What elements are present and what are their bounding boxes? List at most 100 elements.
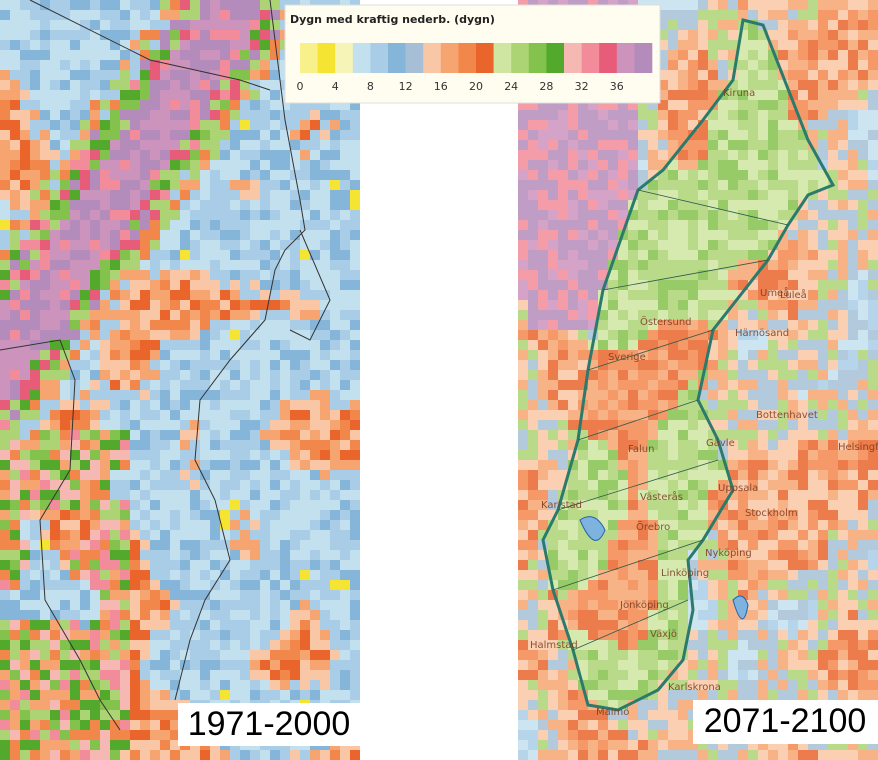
map-cell xyxy=(838,580,848,590)
map-cell xyxy=(50,590,60,600)
map-cell xyxy=(110,120,120,130)
map-cell xyxy=(628,140,638,150)
map-cell xyxy=(608,220,618,230)
map-cell xyxy=(738,260,748,270)
map-cell xyxy=(100,580,110,590)
map-cell xyxy=(110,190,120,200)
map-cell xyxy=(698,10,708,20)
map-cell xyxy=(688,120,698,130)
map-cell xyxy=(120,290,130,300)
map-cell xyxy=(868,390,878,400)
map-cell xyxy=(200,540,210,550)
map-cell xyxy=(788,330,798,340)
map-cell xyxy=(290,320,300,330)
map-cell xyxy=(0,720,10,730)
map-cell xyxy=(828,220,838,230)
map-cell xyxy=(718,510,728,520)
map-cell xyxy=(180,370,190,380)
map-cell xyxy=(798,360,808,370)
map-cell xyxy=(778,60,788,70)
map-cell xyxy=(688,160,698,170)
map-cell xyxy=(0,250,10,260)
map-cell xyxy=(280,580,290,590)
map-cell xyxy=(818,540,828,550)
map-cell xyxy=(120,40,130,50)
map-cell xyxy=(290,230,300,240)
map-cell xyxy=(528,380,538,390)
map-cell xyxy=(748,10,758,20)
map-cell xyxy=(350,120,360,130)
map-cell xyxy=(20,20,30,30)
map-cell xyxy=(150,260,160,270)
map-cell xyxy=(708,360,718,370)
map-cell xyxy=(160,390,170,400)
map-cell xyxy=(788,480,798,490)
map-cell xyxy=(90,210,100,220)
map-cell xyxy=(50,100,60,110)
map-cell xyxy=(638,490,648,500)
map-cell xyxy=(638,370,648,380)
map-cell xyxy=(20,620,30,630)
map-cell xyxy=(260,220,270,230)
map-cell xyxy=(100,500,110,510)
map-cell xyxy=(748,270,758,280)
map-cell xyxy=(90,600,100,610)
map-cell xyxy=(808,510,818,520)
map-cell xyxy=(270,390,280,400)
map-cell xyxy=(10,440,20,450)
map-cell xyxy=(280,270,290,280)
map-cell xyxy=(588,550,598,560)
map-cell xyxy=(638,380,648,390)
map-cell xyxy=(220,690,230,700)
map-cell xyxy=(40,180,50,190)
map-cell xyxy=(230,130,240,140)
map-cell xyxy=(728,370,738,380)
map-cell xyxy=(518,530,528,540)
map-cell xyxy=(240,190,250,200)
map-cell xyxy=(528,270,538,280)
map-cell xyxy=(768,190,778,200)
map-cell xyxy=(270,330,280,340)
map-cell xyxy=(868,560,878,570)
map-cell xyxy=(708,340,718,350)
map-cell xyxy=(728,220,738,230)
map-cell xyxy=(90,360,100,370)
map-cell xyxy=(718,200,728,210)
map-cell xyxy=(738,360,748,370)
map-cell xyxy=(20,110,30,120)
map-cell xyxy=(868,520,878,530)
map-cell xyxy=(170,730,180,740)
map-cell xyxy=(340,400,350,410)
map-cell xyxy=(848,60,858,70)
map-cell xyxy=(698,570,708,580)
map-cell xyxy=(240,0,250,10)
map-cell xyxy=(110,350,120,360)
map-cell xyxy=(768,60,778,70)
map-cell xyxy=(10,710,20,720)
map-cell xyxy=(728,470,738,480)
map-cell xyxy=(50,40,60,50)
map-cell xyxy=(230,570,240,580)
map-cell xyxy=(220,300,230,310)
map-cell xyxy=(808,460,818,470)
map-cell xyxy=(638,220,648,230)
map-cell xyxy=(200,530,210,540)
map-cell xyxy=(608,160,618,170)
map-cell xyxy=(688,150,698,160)
map-cell xyxy=(110,660,120,670)
map-cell xyxy=(320,240,330,250)
map-cell xyxy=(10,70,20,80)
map-cell xyxy=(728,430,738,440)
map-cell xyxy=(578,510,588,520)
map-cell xyxy=(828,330,838,340)
map-cell xyxy=(210,530,220,540)
map-cell xyxy=(10,510,20,520)
map-cell xyxy=(310,480,320,490)
map-cell xyxy=(110,110,120,120)
map-cell xyxy=(270,50,280,60)
map-cell xyxy=(718,30,728,40)
map-cell xyxy=(808,230,818,240)
map-cell xyxy=(0,230,10,240)
map-cell xyxy=(30,700,40,710)
